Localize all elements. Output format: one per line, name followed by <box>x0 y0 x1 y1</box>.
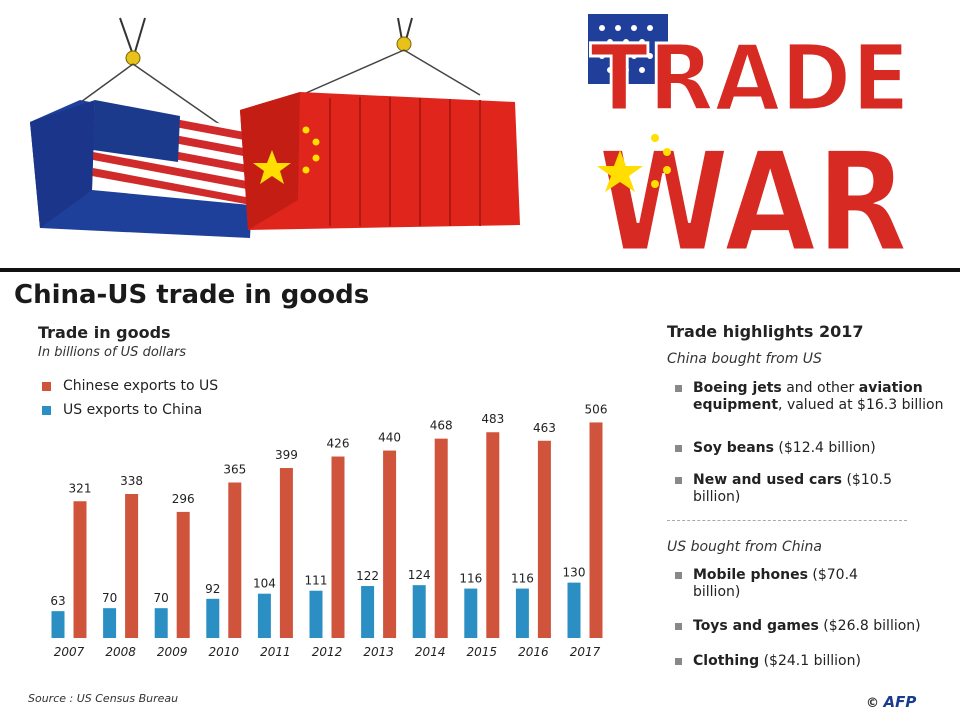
data-label-china: 365 <box>223 463 246 477</box>
legend-item-chinese-exports: Chinese exports to US <box>42 378 218 394</box>
afp-logo: AFP <box>883 693 917 711</box>
afp-credit: © AFP <box>866 693 916 711</box>
x-tick-label: 2008 <box>105 645 136 659</box>
trade-war-logo: TRADE WAR <box>588 14 912 285</box>
highlight-text: Toys and games ($26.8 billion) <box>693 618 921 634</box>
bar-chinese-exports <box>176 511 190 638</box>
china-flag-container <box>240 92 520 230</box>
bar-chinese-exports <box>228 482 242 638</box>
data-label-us: 63 <box>50 594 65 608</box>
data-label-us: 70 <box>102 591 117 605</box>
legend-label: Chinese exports to US <box>63 378 219 394</box>
highlight-item-boeing: Boeing jets and other aviation equipment… <box>675 380 955 414</box>
highlight-text: Clothing ($24.1 billion) <box>693 653 861 669</box>
bar-chinese-exports <box>279 468 293 638</box>
highlight-item-phones: Mobile phones ($70.4 billion) <box>675 567 955 601</box>
crane-hook-right-icon <box>289 17 481 101</box>
bullet-icon <box>675 623 682 630</box>
legend-swatch-red <box>42 381 51 391</box>
x-tick-label: 2010 <box>209 645 240 659</box>
bar-us-exports <box>309 590 323 638</box>
data-label-us: 92 <box>205 582 220 596</box>
data-label-us: 124 <box>408 568 431 582</box>
highlight-text: New and used cars ($10.5 billion) <box>693 472 893 505</box>
data-label-china: 468 <box>430 419 453 433</box>
bullet-icon <box>675 445 682 452</box>
banner-illustration: TRADE WAR <box>0 0 960 285</box>
x-tick-label: 2012 <box>312 645 343 659</box>
highlight-text: Boeing jets and other aviation equipment… <box>693 380 944 413</box>
x-tick-label: 2017 <box>570 645 601 659</box>
x-tick-label: 2014 <box>415 645 446 659</box>
data-label-china: 321 <box>69 481 92 495</box>
x-tick-label: 2009 <box>157 645 188 659</box>
data-label-china: 399 <box>275 448 298 462</box>
bar-us-exports <box>257 593 271 638</box>
bar-us-exports <box>361 586 375 638</box>
data-label-china: 338 <box>120 474 143 488</box>
data-label-us: 116 <box>511 572 534 586</box>
bar-us-exports <box>567 582 581 638</box>
highlights-separator <box>667 520 907 521</box>
data-label-us: 111 <box>305 574 328 588</box>
x-tick-label: 2011 <box>260 645 291 659</box>
data-label-china: 506 <box>585 402 608 416</box>
chart-subtitle: In billions of US dollars <box>38 345 187 360</box>
us-bought-heading: US bought from China <box>667 539 822 555</box>
data-label-us: 130 <box>563 566 586 580</box>
copyright-icon: © <box>866 696 879 711</box>
svg-text:WAR: WAR <box>598 122 908 268</box>
highlight-text: Mobile phones ($70.4 billion) <box>693 567 858 600</box>
bar-chinese-exports <box>125 494 139 638</box>
bar-us-exports <box>51 611 65 638</box>
bar-chinese-exports <box>434 438 448 638</box>
data-label-china: 440 <box>378 431 401 445</box>
bar-chinese-exports <box>73 501 87 638</box>
x-tick-label: 2016 <box>518 645 549 659</box>
data-label-china: 483 <box>481 412 504 426</box>
x-tick-label: 2015 <box>467 645 498 659</box>
bar-us-exports <box>412 585 426 638</box>
legend-item-us-exports: US exports to China <box>42 402 202 418</box>
highlight-item-soy: Soy beans ($12.4 billion) <box>675 440 955 457</box>
highlight-text: Soy beans ($12.4 billion) <box>693 440 876 456</box>
bar-us-exports <box>154 608 168 638</box>
section-divider <box>0 268 960 272</box>
bullet-icon <box>675 658 682 665</box>
source-note: Source : US Census Bureau <box>28 692 179 705</box>
bar-chinese-exports <box>383 450 397 638</box>
highlight-item-toys: Toys and games ($26.8 billion) <box>675 618 955 635</box>
x-tick-label: 2007 <box>54 645 85 659</box>
data-label-us: 70 <box>154 591 169 605</box>
data-label-china: 296 <box>172 492 195 506</box>
data-label-us: 104 <box>253 577 276 591</box>
bar-us-exports <box>464 588 478 638</box>
bullet-icon <box>675 477 682 484</box>
data-label-china: 463 <box>533 421 556 435</box>
highlight-item-clothing: Clothing ($24.1 billion) <box>675 653 955 670</box>
bar-us-exports <box>103 608 117 638</box>
bar-chinese-exports <box>486 432 500 638</box>
data-label-us: 116 <box>459 572 482 586</box>
highlights-title: Trade highlights 2017 <box>667 322 864 341</box>
legend-label: US exports to China <box>63 402 203 418</box>
bar-chinese-exports <box>331 456 345 638</box>
bullet-icon <box>675 385 682 392</box>
bar-chinese-exports <box>589 422 603 638</box>
bullet-icon <box>675 572 682 579</box>
x-tick-label: 2013 <box>363 645 394 659</box>
bar-us-exports <box>515 588 529 638</box>
page-title: China-US trade in goods <box>14 280 370 310</box>
china-bought-heading: China bought from US <box>667 351 822 367</box>
data-label-china: 426 <box>327 437 350 451</box>
svg-text:TRADE: TRADE <box>590 25 910 132</box>
bar-chinese-exports <box>537 440 551 638</box>
bar-us-exports <box>206 598 220 638</box>
chart-title: Trade in goods <box>38 323 171 342</box>
legend-swatch-blue <box>42 405 51 415</box>
us-flag-container <box>30 100 255 238</box>
data-label-us: 122 <box>356 569 379 583</box>
highlight-item-cars: New and used cars ($10.5 billion) <box>675 472 955 506</box>
